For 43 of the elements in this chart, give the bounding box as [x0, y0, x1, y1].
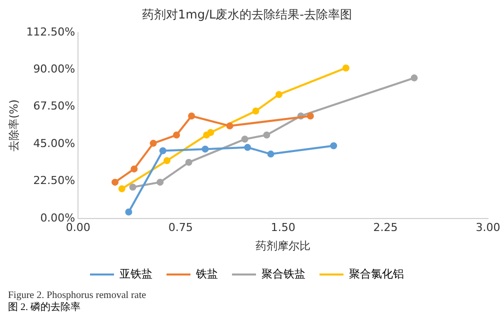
- point: [330, 142, 338, 150]
- x-axis-title: 药剂摩尔比: [256, 239, 311, 252]
- point: [125, 208, 132, 216]
- y-tick-label: 22.50%: [33, 174, 76, 188]
- point: [112, 178, 119, 186]
- point: [129, 184, 136, 191]
- x-tick-label: 2.25: [373, 221, 398, 234]
- point: [241, 136, 248, 143]
- point: [263, 132, 270, 139]
- point: [306, 112, 314, 120]
- y-tick-label: 67.50%: [33, 100, 76, 113]
- x-tick-label: 1.50: [270, 221, 296, 234]
- caption: Figure 2. Phosphorus removal rate: [8, 290, 148, 302]
- point: [244, 144, 252, 151]
- chart-title: 药剂对1mg/L废水的去除结果-去除率图: [142, 7, 352, 22]
- caption: 图 2. 磷的去除率: [8, 302, 82, 314]
- point: [159, 147, 166, 154]
- point: [185, 158, 192, 166]
- y-tick-label: 90.00%: [33, 62, 76, 76]
- x-tick-label: 3.00: [476, 221, 500, 234]
- point: [156, 178, 164, 186]
- legend-label: 铁盐: [195, 267, 218, 280]
- point: [118, 185, 126, 192]
- point: [173, 132, 180, 139]
- legend-label: 亚铁盐: [120, 267, 152, 280]
- point: [226, 122, 234, 130]
- y-axis-title: 去除率(%): [7, 99, 20, 152]
- legend-label: 聚合氯化铝: [349, 267, 404, 280]
- y-tick-label: 112.50%: [26, 25, 76, 38]
- legend-label: 聚合铁盐: [262, 267, 306, 280]
- point: [150, 140, 157, 147]
- x-tick-label: 0.75: [168, 221, 193, 234]
- point: [207, 129, 214, 136]
- point: [342, 64, 350, 72]
- point: [188, 112, 196, 120]
- point: [163, 157, 170, 164]
- point: [410, 74, 418, 82]
- point: [267, 150, 274, 158]
- point: [252, 108, 260, 115]
- point: [202, 146, 209, 153]
- point: [275, 90, 282, 98]
- point: [130, 165, 138, 172]
- y-tick-label: 45.00%: [33, 136, 76, 150]
